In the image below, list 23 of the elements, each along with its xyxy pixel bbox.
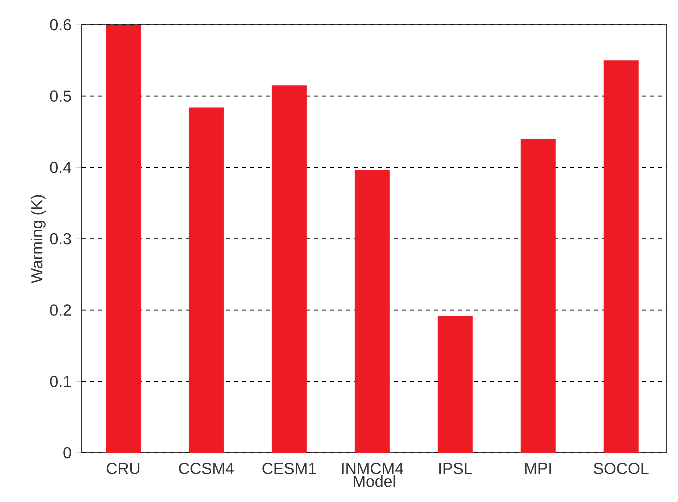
y-tick-label: 0.6 (50, 19, 72, 31)
bar (354, 170, 390, 453)
x-tick-label: CESM1 (262, 463, 316, 474)
x-axis-title: Model (354, 476, 396, 488)
y-axis-title: Warming (K) (30, 195, 46, 284)
y-tick-label: 0.1 (50, 376, 72, 388)
bar (272, 86, 307, 453)
x-tick-label: CCSM4 (179, 463, 234, 474)
x-tick-label: CRU (106, 463, 140, 474)
bar (106, 25, 141, 453)
bar (188, 108, 224, 453)
bar (520, 139, 556, 453)
x-tick-label: IPSL (440, 463, 472, 474)
y-tick-label: 0 (64, 447, 72, 459)
x-tick-label: MPI (525, 463, 552, 474)
y-tick-label: 0.4 (50, 162, 72, 174)
bar (438, 316, 473, 453)
x-tick-label: INMCM4 (342, 463, 404, 474)
bar (604, 60, 639, 453)
y-tick-label: 0.3 (50, 233, 72, 245)
y-tick-label: 0.5 (50, 90, 72, 102)
y-tick-label: 0.2 (50, 304, 72, 316)
x-tick-label: SOCOL (594, 463, 649, 474)
